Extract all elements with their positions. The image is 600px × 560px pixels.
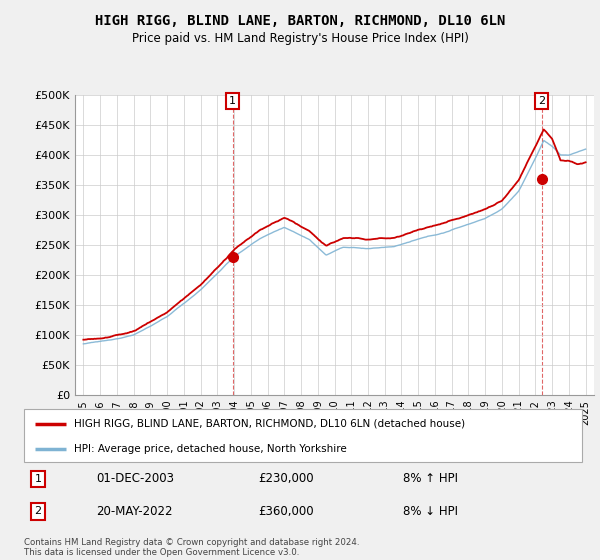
- Text: Price paid vs. HM Land Registry's House Price Index (HPI): Price paid vs. HM Land Registry's House …: [131, 32, 469, 45]
- Text: Contains HM Land Registry data © Crown copyright and database right 2024.
This d: Contains HM Land Registry data © Crown c…: [24, 538, 359, 557]
- Text: 01-DEC-2003: 01-DEC-2003: [97, 473, 175, 486]
- Text: 2: 2: [34, 506, 41, 516]
- Text: 8% ↑ HPI: 8% ↑ HPI: [403, 473, 458, 486]
- FancyBboxPatch shape: [24, 409, 582, 462]
- Text: £230,000: £230,000: [259, 473, 314, 486]
- Text: 2: 2: [538, 96, 545, 106]
- Text: HIGH RIGG, BLIND LANE, BARTON, RICHMOND, DL10 6LN (detached house): HIGH RIGG, BLIND LANE, BARTON, RICHMOND,…: [74, 419, 466, 429]
- Text: £360,000: £360,000: [259, 505, 314, 517]
- Text: HIGH RIGG, BLIND LANE, BARTON, RICHMOND, DL10 6LN: HIGH RIGG, BLIND LANE, BARTON, RICHMOND,…: [95, 14, 505, 28]
- Text: HPI: Average price, detached house, North Yorkshire: HPI: Average price, detached house, Nort…: [74, 444, 347, 454]
- Text: 1: 1: [229, 96, 236, 106]
- Text: 8% ↓ HPI: 8% ↓ HPI: [403, 505, 458, 517]
- Text: 1: 1: [34, 474, 41, 484]
- Text: 20-MAY-2022: 20-MAY-2022: [97, 505, 173, 517]
